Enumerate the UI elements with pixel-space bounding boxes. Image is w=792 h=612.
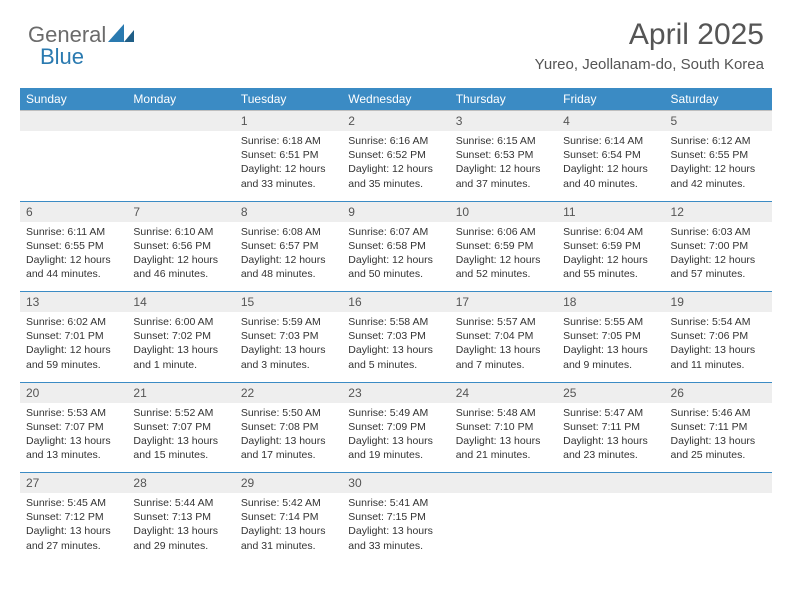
brand-triangle-icon [108, 24, 134, 47]
day-cell: Sunrise: 6:15 AMSunset: 6:53 PMDaylight:… [450, 131, 557, 201]
daynum-row: 12345 [20, 111, 772, 132]
day-cell: Sunrise: 5:42 AMSunset: 7:14 PMDaylight:… [235, 493, 342, 563]
day-number: 12 [665, 201, 772, 222]
day-cell: Sunrise: 6:08 AMSunset: 6:57 PMDaylight:… [235, 222, 342, 292]
day-number: 6 [20, 201, 127, 222]
dayhead-wed: Wednesday [342, 88, 449, 111]
day-cell: Sunrise: 6:03 AMSunset: 7:00 PMDaylight:… [665, 222, 772, 292]
day-cell [665, 493, 772, 563]
day-content-row: Sunrise: 6:11 AMSunset: 6:55 PMDaylight:… [20, 222, 772, 292]
day-cell: Sunrise: 5:46 AMSunset: 7:11 PMDaylight:… [665, 403, 772, 473]
day-content-row: Sunrise: 6:18 AMSunset: 6:51 PMDaylight:… [20, 131, 772, 201]
dayhead-sat: Saturday [665, 88, 772, 111]
day-number: 4 [557, 111, 664, 132]
day-cell: Sunrise: 5:52 AMSunset: 7:07 PMDaylight:… [127, 403, 234, 473]
day-number: 28 [127, 473, 234, 494]
day-number: 9 [342, 201, 449, 222]
day-cell: Sunrise: 6:18 AMSunset: 6:51 PMDaylight:… [235, 131, 342, 201]
day-cell: Sunrise: 6:06 AMSunset: 6:59 PMDaylight:… [450, 222, 557, 292]
day-number: 21 [127, 382, 234, 403]
day-cell: Sunrise: 5:49 AMSunset: 7:09 PMDaylight:… [342, 403, 449, 473]
day-cell: Sunrise: 6:02 AMSunset: 7:01 PMDaylight:… [20, 312, 127, 382]
day-cell: Sunrise: 6:10 AMSunset: 6:56 PMDaylight:… [127, 222, 234, 292]
day-number: 26 [665, 382, 772, 403]
day-number: 15 [235, 292, 342, 313]
daynum-row: 27282930 [20, 473, 772, 494]
day-cell: Sunrise: 5:59 AMSunset: 7:03 PMDaylight:… [235, 312, 342, 382]
day-number: 14 [127, 292, 234, 313]
daynum-row: 20212223242526 [20, 382, 772, 403]
day-cell: Sunrise: 5:44 AMSunset: 7:13 PMDaylight:… [127, 493, 234, 563]
day-cell: Sunrise: 6:04 AMSunset: 6:59 PMDaylight:… [557, 222, 664, 292]
day-cell: Sunrise: 5:47 AMSunset: 7:11 PMDaylight:… [557, 403, 664, 473]
day-cell: Sunrise: 5:53 AMSunset: 7:07 PMDaylight:… [20, 403, 127, 473]
day-number: 29 [235, 473, 342, 494]
day-cell: Sunrise: 5:45 AMSunset: 7:12 PMDaylight:… [20, 493, 127, 563]
day-cell [557, 493, 664, 563]
day-cell: Sunrise: 6:14 AMSunset: 6:54 PMDaylight:… [557, 131, 664, 201]
day-cell [20, 131, 127, 201]
day-number: 16 [342, 292, 449, 313]
day-number: 11 [557, 201, 664, 222]
day-cell: Sunrise: 6:16 AMSunset: 6:52 PMDaylight:… [342, 131, 449, 201]
dayhead-tue: Tuesday [235, 88, 342, 111]
day-number: 24 [450, 382, 557, 403]
day-number: 27 [20, 473, 127, 494]
day-number [20, 111, 127, 132]
day-cell: Sunrise: 5:41 AMSunset: 7:15 PMDaylight:… [342, 493, 449, 563]
daynum-row: 13141516171819 [20, 292, 772, 313]
day-cell: Sunrise: 6:11 AMSunset: 6:55 PMDaylight:… [20, 222, 127, 292]
day-number: 22 [235, 382, 342, 403]
day-content-row: Sunrise: 6:02 AMSunset: 7:01 PMDaylight:… [20, 312, 772, 382]
day-number: 13 [20, 292, 127, 313]
page-header: General Blue April 2025 Yureo, Jeollanam… [0, 0, 792, 88]
day-number: 1 [235, 111, 342, 132]
day-number: 25 [557, 382, 664, 403]
day-number: 17 [450, 292, 557, 313]
day-cell [450, 493, 557, 563]
page-title: April 2025 [28, 18, 764, 52]
location-subtitle: Yureo, Jeollanam-do, South Korea [28, 56, 764, 73]
day-number: 23 [342, 382, 449, 403]
title-block: April 2025 Yureo, Jeollanam-do, South Ko… [28, 18, 764, 73]
dayhead-sun: Sunday [20, 88, 127, 111]
day-cell: Sunrise: 5:48 AMSunset: 7:10 PMDaylight:… [450, 403, 557, 473]
day-cell: Sunrise: 5:57 AMSunset: 7:04 PMDaylight:… [450, 312, 557, 382]
day-number: 5 [665, 111, 772, 132]
day-number: 8 [235, 201, 342, 222]
day-number: 10 [450, 201, 557, 222]
day-number: 3 [450, 111, 557, 132]
day-cell [127, 131, 234, 201]
day-number [450, 473, 557, 494]
dayhead-thu: Thursday [450, 88, 557, 111]
dayhead-fri: Friday [557, 88, 664, 111]
day-cell: Sunrise: 5:55 AMSunset: 7:05 PMDaylight:… [557, 312, 664, 382]
day-content-row: Sunrise: 5:45 AMSunset: 7:12 PMDaylight:… [20, 493, 772, 563]
day-number [665, 473, 772, 494]
day-number [127, 111, 234, 132]
day-number [557, 473, 664, 494]
dayhead-mon: Monday [127, 88, 234, 111]
day-cell: Sunrise: 5:50 AMSunset: 7:08 PMDaylight:… [235, 403, 342, 473]
day-number: 7 [127, 201, 234, 222]
day-number: 20 [20, 382, 127, 403]
day-cell: Sunrise: 6:12 AMSunset: 6:55 PMDaylight:… [665, 131, 772, 201]
day-number: 2 [342, 111, 449, 132]
day-cell: Sunrise: 5:58 AMSunset: 7:03 PMDaylight:… [342, 312, 449, 382]
day-number: 19 [665, 292, 772, 313]
brand-part2: Blue [40, 44, 84, 69]
day-number: 18 [557, 292, 664, 313]
day-cell: Sunrise: 6:07 AMSunset: 6:58 PMDaylight:… [342, 222, 449, 292]
day-number: 30 [342, 473, 449, 494]
day-cell: Sunrise: 6:00 AMSunset: 7:02 PMDaylight:… [127, 312, 234, 382]
calendar-table: Sunday Monday Tuesday Wednesday Thursday… [20, 88, 772, 563]
day-content-row: Sunrise: 5:53 AMSunset: 7:07 PMDaylight:… [20, 403, 772, 473]
day-header-row: Sunday Monday Tuesday Wednesday Thursday… [20, 88, 772, 111]
day-cell: Sunrise: 5:54 AMSunset: 7:06 PMDaylight:… [665, 312, 772, 382]
daynum-row: 6789101112 [20, 201, 772, 222]
brand-part2-wrap: Blue [40, 44, 84, 70]
